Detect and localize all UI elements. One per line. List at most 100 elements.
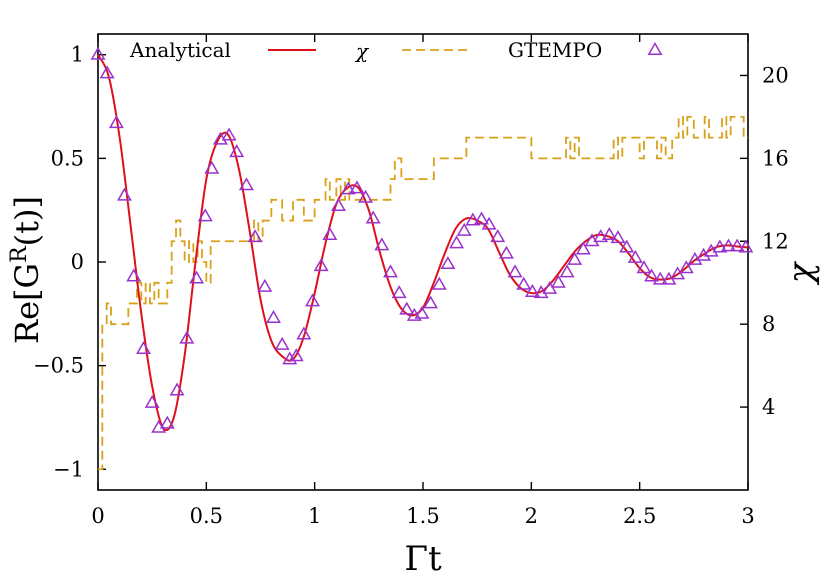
y2-tick-label: 20 (762, 63, 789, 87)
gtempo-point (374, 237, 390, 251)
gtempo-point (238, 177, 254, 191)
x-tick-label: 3 (741, 504, 754, 528)
gtempo-point (108, 115, 124, 129)
gtempo-point (358, 189, 374, 203)
x-tick-label: 1.5 (406, 504, 439, 528)
chi-line (98, 116, 748, 471)
x-tick-label: 2 (525, 504, 538, 528)
x-tick-label: 2.5 (623, 504, 656, 528)
gtempo-point (274, 336, 290, 350)
gtempo-point (721, 238, 736, 252)
gtempo-point (550, 274, 566, 288)
gtempo-point (144, 394, 160, 408)
gtempo-point (593, 229, 609, 243)
gtempo-point (627, 249, 643, 263)
y2-tick-label: 8 (762, 312, 775, 336)
gtempo-point (670, 266, 686, 280)
gtempo-point (322, 227, 338, 241)
gtempo-point (481, 216, 497, 230)
gtempo-point (507, 264, 523, 278)
gtempo-point (221, 127, 237, 141)
x-tick-label: 1 (308, 504, 321, 528)
gtempo-point (449, 235, 465, 249)
analytical-line (97, 54, 749, 432)
gtempo-point (189, 270, 205, 284)
gtempo-point (204, 160, 220, 174)
gtempo-point (524, 284, 540, 298)
gtempo-point (619, 239, 635, 253)
gtempo-point (169, 382, 185, 396)
legend-label-gtempo: GTEMPO (508, 38, 602, 62)
gtempo-point (288, 348, 304, 362)
series-analytical (97, 54, 749, 432)
y2-tick-label: 12 (762, 229, 789, 253)
gtempo-point (636, 260, 652, 274)
gtempo-point (498, 245, 514, 259)
gtempo-point (575, 241, 591, 255)
gtempo-point (678, 260, 694, 274)
gtempo-point (516, 276, 532, 290)
gtempo-point (282, 351, 298, 365)
y2-axis-title: χ (781, 260, 821, 285)
gtempo-point (247, 229, 263, 243)
gtempo-point (601, 227, 617, 241)
gtempo-point (440, 256, 456, 270)
gtempo-point (257, 278, 273, 292)
gtempo-point (305, 293, 320, 307)
gtempo-point (712, 239, 728, 253)
gtempo-point (365, 210, 381, 224)
gtempo-point (340, 181, 356, 195)
gtempo-point (90, 46, 106, 60)
gtempo-point (179, 330, 195, 344)
gtempo-point (383, 264, 398, 278)
gtempo-point (296, 326, 312, 340)
gtempo-point (542, 280, 558, 294)
legend-label-analytical: Analytical (129, 38, 231, 62)
tick-labels: 0 0.5 1 1.5 2 2.5 3 −1 −0.5 0 0.5 1 4 8 12 16 20 (33, 43, 789, 528)
gtempo-point (490, 229, 506, 243)
gtempo-point (313, 258, 329, 272)
x-tick-label: 0.5 (190, 504, 223, 528)
gtempo-point (567, 251, 583, 265)
gtempo-point (474, 211, 489, 225)
legend: Analytical χ GTEMPO (129, 38, 663, 63)
gtempo-point (738, 239, 754, 253)
gtempo-point (644, 268, 660, 282)
gtempo-point (126, 268, 142, 282)
legend-swatch-gtempo (647, 41, 663, 55)
axes (97, 33, 749, 491)
series-chi (98, 116, 748, 471)
gtempo-point (456, 222, 472, 236)
y2-tick-label: 4 (762, 395, 775, 419)
gtempo-point (414, 305, 430, 319)
gtempo-point (465, 212, 481, 226)
y-tick-label: 0.5 (51, 146, 84, 170)
gtempo-point (391, 285, 407, 299)
gtempo-point (136, 341, 151, 355)
y-tick-label: −0.5 (33, 354, 84, 378)
y-tick-label: −1 (53, 457, 84, 481)
gtempo-point (652, 271, 668, 285)
gtempo-point (431, 276, 447, 290)
gtempo-point (696, 247, 712, 261)
legend-label-chi: χ (354, 39, 370, 63)
gtempo-point (197, 208, 213, 222)
x-tick-label: 0 (91, 504, 104, 528)
gtempo-point (610, 230, 626, 244)
x-axis-title: Γt (404, 539, 442, 579)
gtempo-point (423, 295, 439, 309)
gtempo-point (266, 309, 281, 323)
gtempo-point (559, 264, 575, 278)
gtempo-point (229, 144, 245, 158)
gtempo-point (349, 180, 365, 194)
gtempo-point (159, 415, 175, 429)
gtempo-point (331, 198, 346, 212)
gtempo-point (399, 301, 415, 315)
y-tick-label: 0 (71, 250, 84, 274)
gtempo-point (99, 65, 115, 79)
y-axis-title: Re[GR(t)] (7, 196, 47, 344)
series-gtempo (90, 46, 754, 433)
gtempo-point (729, 238, 745, 252)
y2-tick-label: 16 (762, 146, 789, 170)
